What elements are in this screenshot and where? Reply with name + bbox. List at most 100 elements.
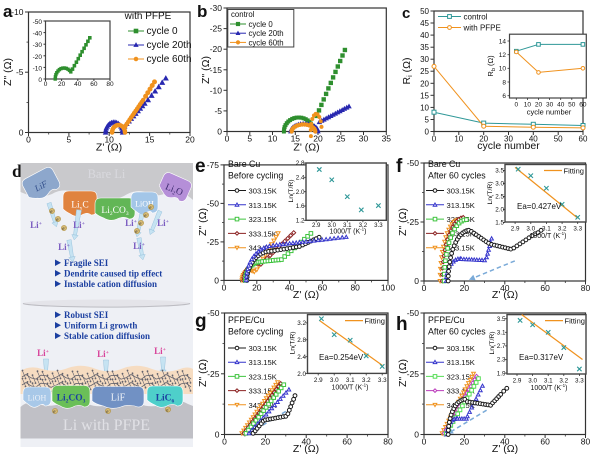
svg-text:10: 10 [104, 135, 114, 145]
svg-text:0: 0 [422, 283, 427, 293]
svg-text:e: e [195, 156, 206, 177]
svg-text:Li+: Li+ [58, 242, 70, 252]
svg-text:0: 0 [414, 430, 419, 440]
svg-text:Stable cation diffusion: Stable cation diffusion [64, 331, 150, 341]
svg-text:Z" (Ω): Z" (Ω) [397, 208, 409, 236]
svg-text:-10: -10 [33, 65, 43, 72]
svg-text:Z" (Ω): Z" (Ω) [200, 56, 212, 84]
svg-text:45: 45 [420, 19, 429, 28]
svg-text:10: 10 [499, 66, 507, 73]
svg-text:Ea=0.317eV: Ea=0.317eV [519, 353, 564, 362]
svg-text:cycle 0: cycle 0 [249, 20, 274, 29]
svg-text:cycle number: cycle number [477, 140, 540, 152]
svg-text:e-: e- [56, 216, 60, 223]
svg-text:303.15K: 303.15K [249, 187, 277, 196]
svg-text:2.9: 2.9 [314, 377, 323, 384]
svg-text:30: 30 [546, 102, 554, 109]
svg-text:Before cycling: Before cycling [228, 171, 283, 181]
svg-text:40: 40 [500, 437, 510, 447]
svg-text:Bare Cu: Bare Cu [428, 159, 460, 169]
svg-text:Ln(T/R): Ln(T/R) [288, 179, 295, 202]
svg-text:1.5: 1.5 [495, 220, 504, 227]
svg-text:Li+: Li+ [73, 220, 85, 230]
svg-text:3.0: 3.0 [330, 377, 339, 384]
svg-text:Dendrite caused tip effect: Dendrite caused tip effect [64, 269, 162, 279]
svg-text:b: b [197, 2, 207, 21]
svg-text:-50: -50 [407, 308, 420, 318]
svg-text:with PFPE: with PFPE [463, 24, 501, 33]
svg-text:Fragile SEI: Fragile SEI [64, 258, 109, 268]
svg-text:e-: e- [106, 408, 110, 415]
svg-text:Li+: Li+ [37, 348, 49, 358]
svg-text:12: 12 [499, 52, 507, 59]
svg-text:3.2: 3.2 [558, 226, 567, 233]
svg-text:60: 60 [342, 437, 352, 447]
svg-text:Z' (Ω): Z' (Ω) [293, 443, 319, 455]
svg-text:Z' (Ω): Z' (Ω) [96, 142, 122, 154]
svg-text:2.0: 2.0 [495, 207, 504, 214]
svg-text:1000/T (K-1): 1000/T (K-1) [530, 231, 567, 240]
svg-text:Li2CO3: Li2CO3 [57, 394, 86, 405]
svg-text:80: 80 [350, 282, 360, 292]
svg-text:3.0: 3.0 [526, 226, 535, 233]
svg-text:-30: -30 [33, 42, 43, 49]
svg-text:LiF: LiF [111, 393, 126, 404]
svg-text:-10: -10 [210, 85, 223, 95]
svg-text:15: 15 [145, 135, 155, 145]
svg-text:0: 0 [425, 128, 430, 137]
svg-text:30: 30 [359, 134, 369, 144]
svg-text:PFPE/Cu: PFPE/Cu [428, 315, 465, 325]
svg-text:control: control [231, 10, 255, 19]
svg-text:0: 0 [19, 128, 24, 138]
svg-text:1000/T (K-1): 1000/T (K-1) [330, 227, 367, 236]
svg-text:333.15K: 333.15K [249, 229, 277, 238]
svg-text:25: 25 [420, 67, 429, 76]
svg-text:0: 0 [225, 134, 230, 144]
svg-text:h: h [396, 314, 408, 335]
svg-text:15: 15 [291, 134, 301, 144]
svg-text:e-: e- [53, 408, 57, 415]
svg-text:-50: -50 [207, 308, 220, 318]
svg-text:0: 0 [26, 135, 31, 145]
svg-text:2.9: 2.9 [312, 222, 321, 229]
svg-text:Robust SEI: Robust SEI [64, 310, 109, 320]
svg-text:2.9: 2.9 [511, 226, 520, 233]
svg-text:c: c [402, 5, 410, 22]
svg-text:50: 50 [554, 135, 563, 144]
svg-text:cycle 20th: cycle 20th [147, 40, 192, 51]
svg-text:20: 20 [58, 81, 66, 88]
svg-text:-25: -25 [407, 369, 420, 379]
svg-text:-25: -25 [207, 237, 220, 247]
svg-text:LiC6: LiC6 [156, 394, 175, 405]
svg-text:20: 20 [252, 282, 262, 292]
svg-text:60: 60 [540, 283, 550, 293]
svg-text:2.4: 2.4 [297, 354, 306, 361]
svg-text:0: 0 [514, 102, 518, 109]
svg-text:3.3: 3.3 [573, 226, 582, 233]
svg-text:e-: e- [139, 220, 143, 227]
svg-text:Ea=0.254eV: Ea=0.254eV [319, 353, 364, 362]
svg-text:e-: e- [144, 212, 148, 219]
svg-text:100: 100 [381, 282, 395, 292]
svg-text:0: 0 [217, 127, 222, 137]
svg-text:-50: -50 [407, 158, 420, 168]
svg-text:40: 40 [301, 437, 311, 447]
svg-text:80: 80 [106, 81, 114, 88]
svg-text:0: 0 [222, 282, 227, 292]
svg-text:313.15K: 313.15K [249, 201, 277, 210]
svg-text:3.1: 3.1 [542, 226, 551, 233]
svg-text:Z' (Ω): Z' (Ω) [492, 443, 518, 455]
svg-text:40: 40 [285, 282, 295, 292]
svg-text:2.8: 2.8 [297, 337, 306, 344]
svg-text:-40: -40 [33, 31, 43, 38]
svg-text:3.5: 3.5 [495, 168, 504, 175]
svg-text:10: 10 [420, 103, 429, 112]
svg-text:60: 60 [90, 81, 98, 88]
svg-text:Ln(T/R): Ln(T/R) [290, 331, 297, 354]
svg-text:0: 0 [44, 81, 48, 88]
svg-text:10: 10 [454, 135, 463, 144]
svg-text:Instable cation diffusion: Instable cation diffusion [64, 279, 157, 289]
svg-text:333.15K: 333.15K [447, 387, 475, 396]
svg-text:303.15K: 303.15K [447, 344, 475, 353]
svg-text:10: 10 [268, 134, 278, 144]
